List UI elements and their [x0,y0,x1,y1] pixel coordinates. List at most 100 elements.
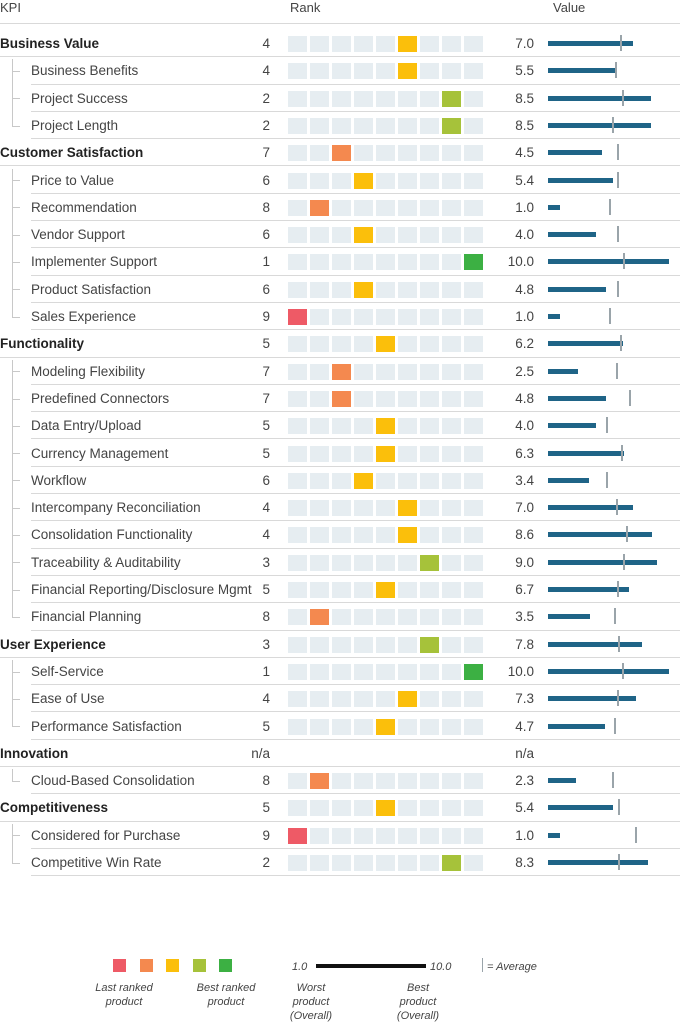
average-marker [613,608,616,625]
tree-tick [12,726,20,728]
rank-box-active [376,718,395,735]
rank-box [310,691,329,708]
rank-box [398,117,417,134]
row-divider [31,192,680,194]
row-divider [0,356,680,358]
rank-box [420,718,439,735]
average-marker [622,662,625,679]
rank-box [288,500,307,517]
value-bar [548,696,637,702]
kpi-label: Self-Service [31,663,104,679]
tree-tick [12,698,20,700]
category-row-competitiveness: Competitiveness 5 5.4 [0,794,680,822]
rank-box-active [442,90,461,107]
value-bar [548,395,607,401]
rank-box [464,582,483,598]
rank-box [288,855,307,871]
rank-box-active [398,36,417,52]
average-marker [613,717,616,734]
rank-box [398,554,417,571]
rank-box [288,609,307,626]
rank-boxes [288,582,488,598]
rank-box [464,63,483,80]
kpi-row-financial-reporting-disclosure-mgmt: Financial Reporting/Disclosure Mgmt 5 6.7 [0,576,680,604]
average-marker [622,89,625,106]
rank-box [464,36,483,52]
value-bar [548,505,633,511]
rank-box [398,418,417,435]
tree-tick [12,507,20,509]
tree-tick [12,616,20,618]
rank-number: 9 [262,309,270,324]
rank-box [354,199,373,216]
legend-swatch-low [140,959,153,972]
average-marker [617,581,620,597]
rank-box-active [442,855,461,871]
category-row-functionality: Functionality 5 6.2 [0,330,680,358]
value-bar [548,723,605,729]
rank-boxes [288,663,488,680]
rank-box [420,390,439,407]
rank-box [398,663,417,680]
value-number: 9.0 [515,554,534,570]
rank-box [398,172,417,189]
rank-box [354,691,373,708]
tree-connector [12,823,13,863]
rank-boxes [288,609,488,626]
rank-box [310,418,329,435]
rank-box [332,663,351,680]
value-number: 2.3 [515,773,534,789]
value-bar [548,122,651,128]
row-divider [0,56,680,58]
tree-connector [12,168,13,317]
rank-box [376,117,395,134]
rank-box [288,254,307,271]
rank-number: 9 [262,827,270,843]
rank-box [310,336,329,353]
row-divider [31,383,680,385]
rank-box [288,445,307,462]
legend-swatch-last [113,959,126,972]
tree-tick [12,453,20,455]
rank-box [464,500,483,517]
kpi-row-ease-of-use: Ease of Use 4 7.3 [0,685,680,713]
value-number: 7.3 [515,691,534,707]
average-marker [617,144,620,161]
rank-box-active [442,117,461,134]
rank-box [310,145,329,162]
rank-box [288,472,307,489]
average-marker [625,526,628,543]
tree-tick [12,180,20,182]
kpi-label: Implementer Support [31,254,158,270]
rank-box [288,636,307,653]
rank-boxes [288,281,488,298]
average-marker [617,280,620,297]
rank-box [420,691,439,708]
tree-tick [12,562,20,564]
rank-box [464,199,483,216]
rank-number: n/a [251,745,270,761]
rank-box [376,500,395,517]
rank-box [332,500,351,517]
value-bar [548,477,590,483]
value-number: n/a [515,745,534,761]
rank-box [420,663,439,680]
tree-tick [12,70,20,72]
rank-box [354,254,373,271]
rank-boxes [288,418,488,435]
value-number: 8.5 [515,90,534,106]
value-number: 5.5 [515,63,534,79]
rank-number: 5 [262,336,270,352]
rank-box [464,390,483,407]
rank-box [442,36,461,52]
rank-box [442,691,461,708]
row-divider [31,629,680,631]
rank-boxes [288,390,488,407]
rank-number: 6 [262,172,270,188]
rank-number: 6 [262,227,270,243]
average-marker [606,471,609,488]
kpi-label: Traceability & Auditability [31,554,181,570]
rank-box [376,691,395,708]
rank-box [310,800,329,817]
legend-average-label: = Average [487,961,537,973]
